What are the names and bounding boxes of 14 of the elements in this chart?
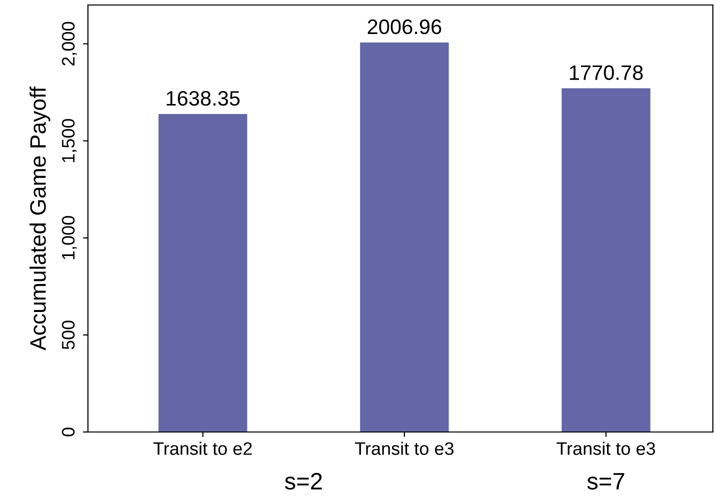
text: s=7 — [587, 473, 624, 490]
x-tick-label: Transit to e3 — [556, 442, 656, 455]
y-tick-label: 0 — [62, 428, 75, 436]
data-label: 2006.96 — [368, 19, 442, 34]
x-tick-label: Transit to e2 — [153, 442, 252, 455]
data-label: 1638.35 — [166, 90, 240, 106]
x-tick-label: Transit to e3 — [355, 442, 454, 455]
y-tick-label: 2,000 — [62, 22, 77, 66]
y-axis-title: Accumulated Game Payoff — [30, 86, 50, 350]
y-tick-label: 1,500 — [62, 118, 77, 162]
y-tick-label: 1,000 — [62, 216, 77, 260]
y-tick-label: 500 — [62, 320, 75, 350]
data-label: 1770.78 — [570, 65, 643, 80]
text: s=2 — [284, 472, 322, 490]
